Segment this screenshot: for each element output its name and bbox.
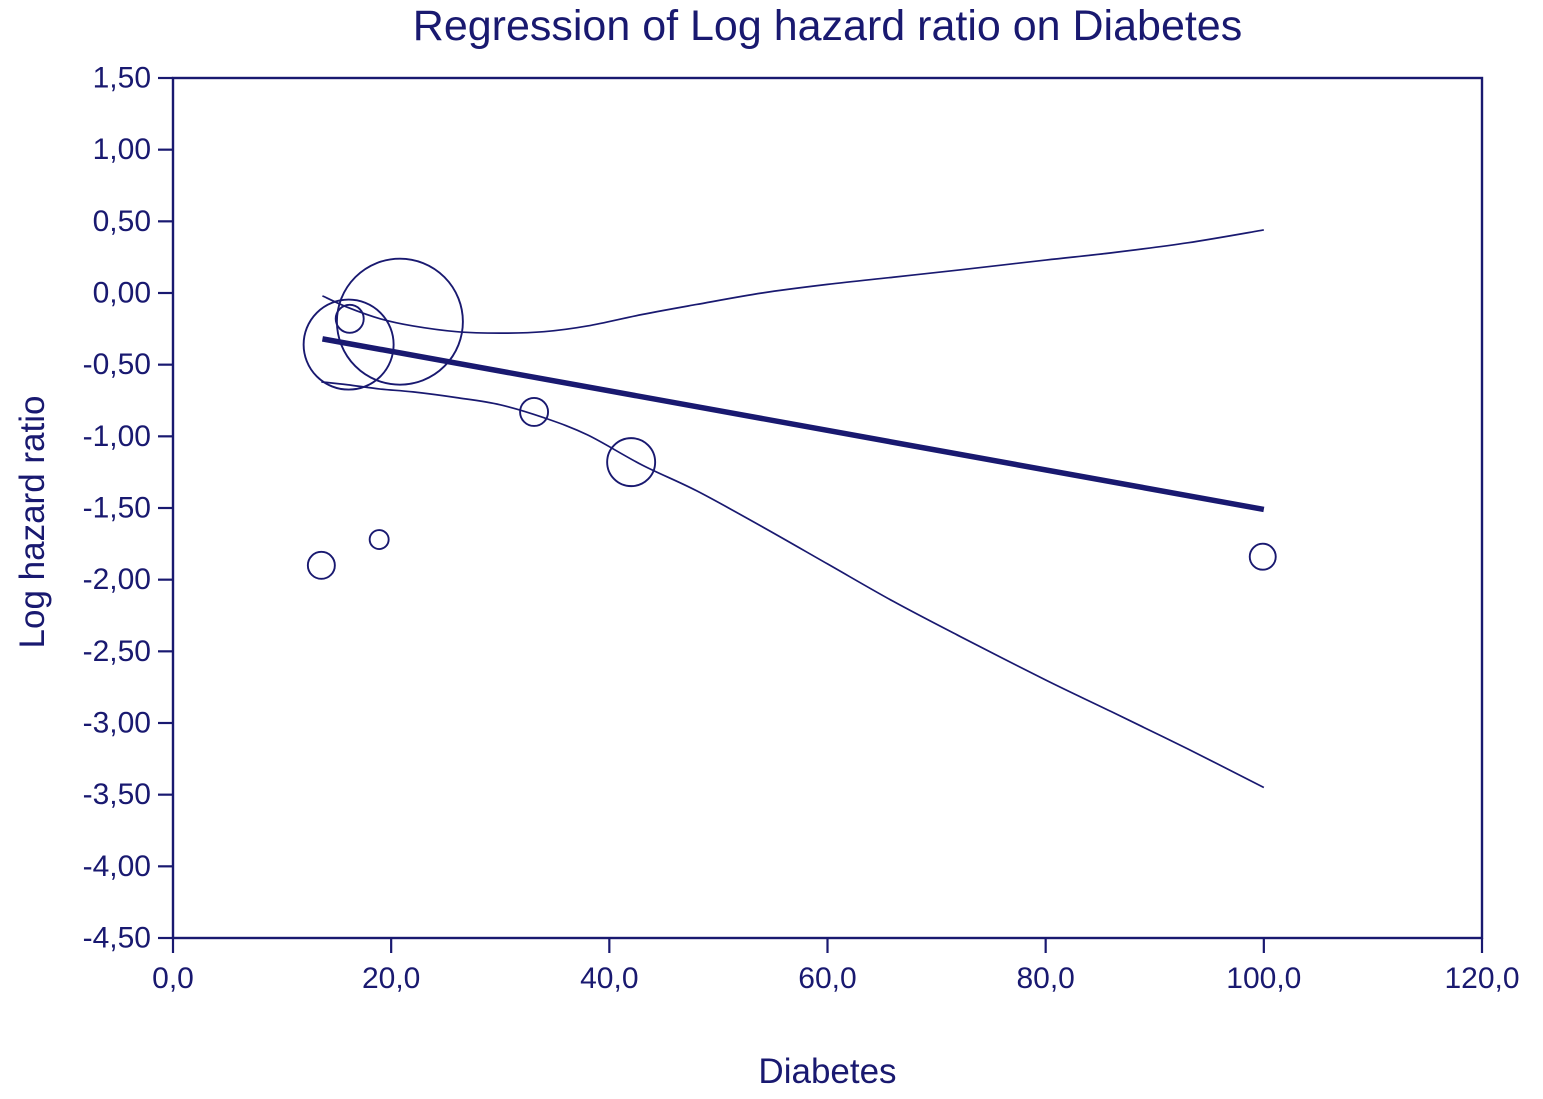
regression-line <box>321 336 1265 513</box>
lower-ci-line <box>321 381 1265 789</box>
y-tick-label: -4,50 <box>83 922 151 955</box>
bubble <box>368 529 390 550</box>
y-tick-label: 1,00 <box>93 133 151 166</box>
y-tick-label: -1,50 <box>83 492 151 525</box>
x-tick-label: 120,0 <box>1444 962 1519 995</box>
y-tick-label: -4,00 <box>83 850 151 883</box>
y-tick-label: 0,00 <box>93 277 151 310</box>
plot-box <box>171 76 1484 940</box>
y-tick-label: -3,50 <box>83 778 151 811</box>
y-tick-label: -0,50 <box>83 348 151 381</box>
y-tick-label: -2,50 <box>83 635 151 668</box>
chart-title: Regression of Log hazard ratio on Diabet… <box>412 2 1243 50</box>
bubble <box>335 257 464 386</box>
upper-ci-line <box>322 229 1264 334</box>
x-tick-label: 20,0 <box>362 962 420 995</box>
y-tick-label: -2,00 <box>83 563 151 596</box>
y-tick-label: 1,50 <box>93 62 151 95</box>
bubble <box>334 303 365 334</box>
y-tick-label: -3,00 <box>83 707 151 740</box>
y-tick-label: 0,50 <box>93 205 151 238</box>
x-tick-label: 60,0 <box>798 962 856 995</box>
bubble <box>1248 542 1277 571</box>
x-tick-label: 80,0 <box>1016 962 1074 995</box>
bubble <box>306 550 336 580</box>
x-tick-label: 0,0 <box>152 962 194 995</box>
bubble <box>606 437 657 488</box>
y-tick-label: -1,00 <box>83 420 151 453</box>
x-tick-label: 40,0 <box>580 962 638 995</box>
bubble <box>302 298 395 391</box>
x-axis-title: Diabetes <box>758 1052 897 1091</box>
bubble <box>519 397 550 427</box>
x-tick-label: 100,0 <box>1226 962 1301 995</box>
